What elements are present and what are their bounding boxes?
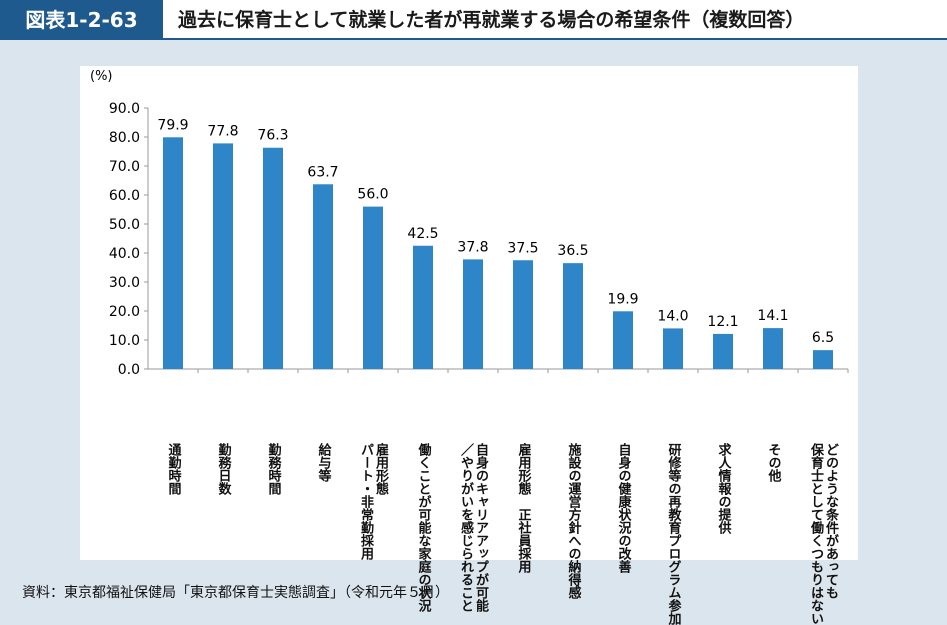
bar [363,206,383,369]
bar [513,260,533,369]
bar [613,311,633,369]
x-tick-label: 雇用形態 正社員採用 [515,443,531,573]
x-tick-label: 勤務日数 [215,443,231,495]
data-label: 42.5 [407,226,438,242]
data-label: 12.1 [707,314,738,330]
source-note: 資料：東京都福祉保健局「東京都保育士実態調査」（令和元年５月） [22,585,449,601]
data-label: 77.8 [207,123,238,139]
x-tick-label: 給与等 [315,443,331,482]
y-tick-label: 50.0 [109,217,140,233]
bar [163,137,183,369]
x-tick-label: 自身のキャリアアップが可能 ／やりがいを感じられること [458,443,488,612]
y-tick-label: 90.0 [109,101,140,117]
data-label: 37.5 [507,240,538,256]
bar [413,245,433,369]
bar [563,263,583,369]
x-tick-label: 自身の健康状況の改善 [615,443,631,573]
header: 図表1-2-63 過去に保育士として就業した者が再就業する場合の希望条件（複数回… [0,0,947,40]
bar [763,328,783,369]
y-tick-label: 70.0 [109,159,140,175]
y-tick-label: 10.0 [109,333,140,349]
data-label: 14.0 [657,308,688,324]
bar [813,350,833,369]
y-tick-label: 80.0 [109,130,140,146]
bar [313,184,333,369]
data-label: 76.3 [257,128,288,144]
y-tick-label: 40.0 [109,246,140,262]
x-tick-label: 働くことが可能な家庭の状況 [415,443,431,612]
y-tick-label: 20.0 [109,304,140,320]
x-tick-label: 通勤時間 [165,443,181,495]
data-label: 6.5 [812,330,834,346]
data-label: 14.1 [757,308,788,324]
data-label: 79.9 [157,117,188,133]
x-tick-label: 施設の運営方針への納得感 [565,443,581,599]
x-tick-label: 研修等の再教育プログラム参加 [665,443,681,625]
y-axis-unit: (%) [90,69,113,84]
x-tick-label: 勤務時間 [265,443,281,495]
bar [263,147,283,369]
chart-panel: (%) 0.0 10.0 20.0 30.0 40.0 50.0 60.0 70.0 80.0 90… [80,66,858,625]
x-tick-label: どのような条件があっても 保育士として働くつもりはない [808,443,838,625]
y-tick-label: 30.0 [109,275,140,291]
bar [463,259,483,369]
y-tick-label: 0.0 [118,362,140,378]
bar-chart: (%) 0.0 10.0 20.0 30.0 40.0 50.0 60.0 70.0 80.0 90… [90,69,849,378]
x-tick-label: 求人情報の提供 [715,443,731,534]
data-label: 19.9 [607,291,638,307]
y-tick-label: 60.0 [109,188,140,204]
x-tick-label: その他 [765,443,781,482]
figure-number: 図表1-2-63 [0,0,163,40]
data-label: 37.8 [457,239,488,255]
x-tick-label: 雇用形態 パート・非常勤採用 [358,443,388,560]
data-label: 63.7 [307,164,338,180]
bar [213,143,233,369]
data-label: 36.5 [557,243,588,259]
bar [713,333,733,369]
chart-title: 過去に保育士として就業した者が再就業する場合の希望条件（複数回答） [178,9,805,31]
bar [663,328,683,369]
data-label: 56.0 [357,187,388,203]
